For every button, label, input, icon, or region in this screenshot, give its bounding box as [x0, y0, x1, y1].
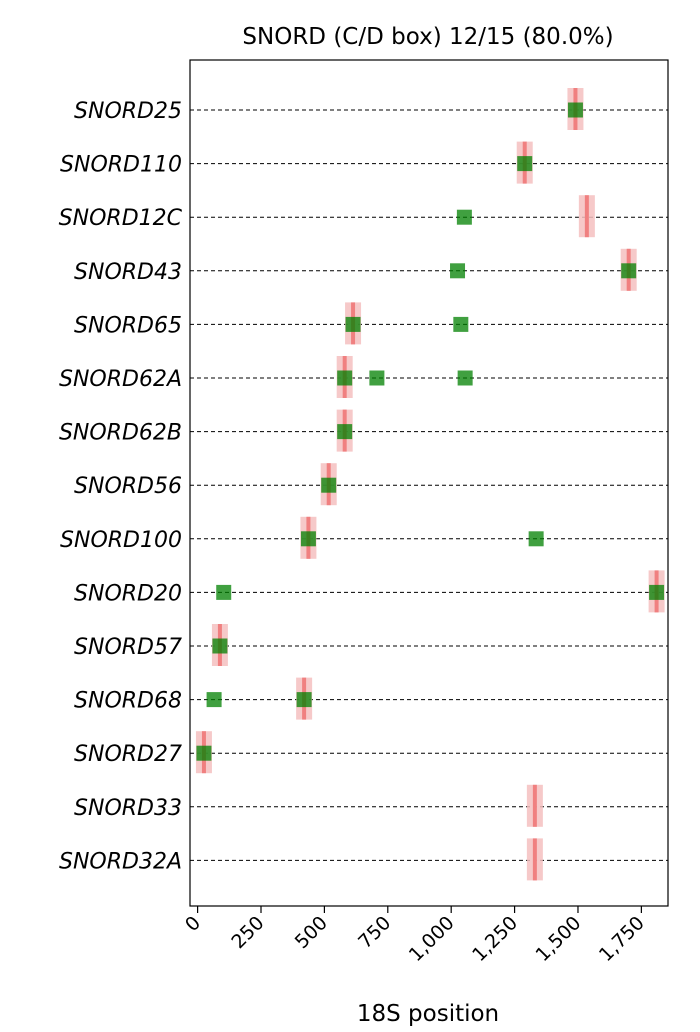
row-label: SNORD43	[74, 260, 182, 285]
highlight-band-center	[584, 195, 589, 238]
row-label: SNORD100	[60, 528, 182, 553]
data-point	[337, 370, 353, 386]
row-label: SNORD65	[74, 313, 182, 338]
data-point	[296, 692, 312, 708]
data-point	[321, 477, 337, 493]
row-label: SNORD62A	[59, 367, 182, 392]
data-point	[649, 584, 665, 600]
category-rows: SNORD25 SNORD110 SNORD12C SNORD43 SNORD65 SNO…	[59, 99, 668, 874]
highlight-band-center	[532, 784, 537, 827]
chart-title: SNORD (C/D box) 12/15 (80.0%)	[242, 24, 613, 50]
row-label: SNORD68	[74, 689, 182, 714]
data-point	[206, 692, 222, 708]
row-label: SNORD20	[74, 581, 182, 606]
x-tick-label: 1,250	[468, 912, 522, 966]
x-tick-label: 750	[354, 912, 395, 953]
data-point	[517, 156, 533, 172]
data-points	[196, 102, 665, 761]
row-label: SNORD27	[74, 742, 182, 767]
x-tick-label: 1,000	[405, 912, 459, 966]
x-tick-label: 500	[291, 912, 332, 953]
x-tick-label: 0	[181, 912, 205, 936]
data-point	[567, 102, 583, 118]
x-axis: 0 250 500 750 1,000 1,250 1,500 1,750	[181, 906, 649, 966]
data-point	[337, 424, 353, 440]
plot-frame	[189, 59, 669, 907]
row-label: SNORD57	[74, 635, 182, 660]
row-label: SNORD56	[74, 474, 182, 499]
data-point	[300, 531, 316, 547]
data-point	[528, 531, 544, 547]
data-point	[216, 584, 232, 600]
row-label: SNORD25	[74, 99, 182, 124]
data-point	[450, 263, 466, 279]
x-tick-label: 1,500	[531, 912, 585, 966]
data-point	[453, 316, 469, 332]
row-label: SNORD62B	[59, 421, 182, 446]
data-point	[369, 370, 385, 386]
data-point	[196, 745, 212, 761]
row-label: SNORD33	[74, 796, 182, 821]
row-label: SNORD12C	[59, 206, 183, 231]
row-label: SNORD32A	[59, 849, 182, 874]
x-axis-title: 18S position	[357, 1001, 499, 1027]
data-point	[457, 370, 473, 386]
x-tick-label: 1,750	[595, 912, 649, 966]
x-tick-label: 250	[227, 912, 268, 953]
data-point	[212, 638, 228, 654]
row-label: SNORD110	[60, 153, 182, 178]
highlight-band-center	[532, 838, 537, 881]
data-point	[345, 316, 361, 332]
data-point	[456, 209, 472, 225]
data-point	[621, 263, 637, 279]
highlight-bands	[195, 88, 665, 881]
